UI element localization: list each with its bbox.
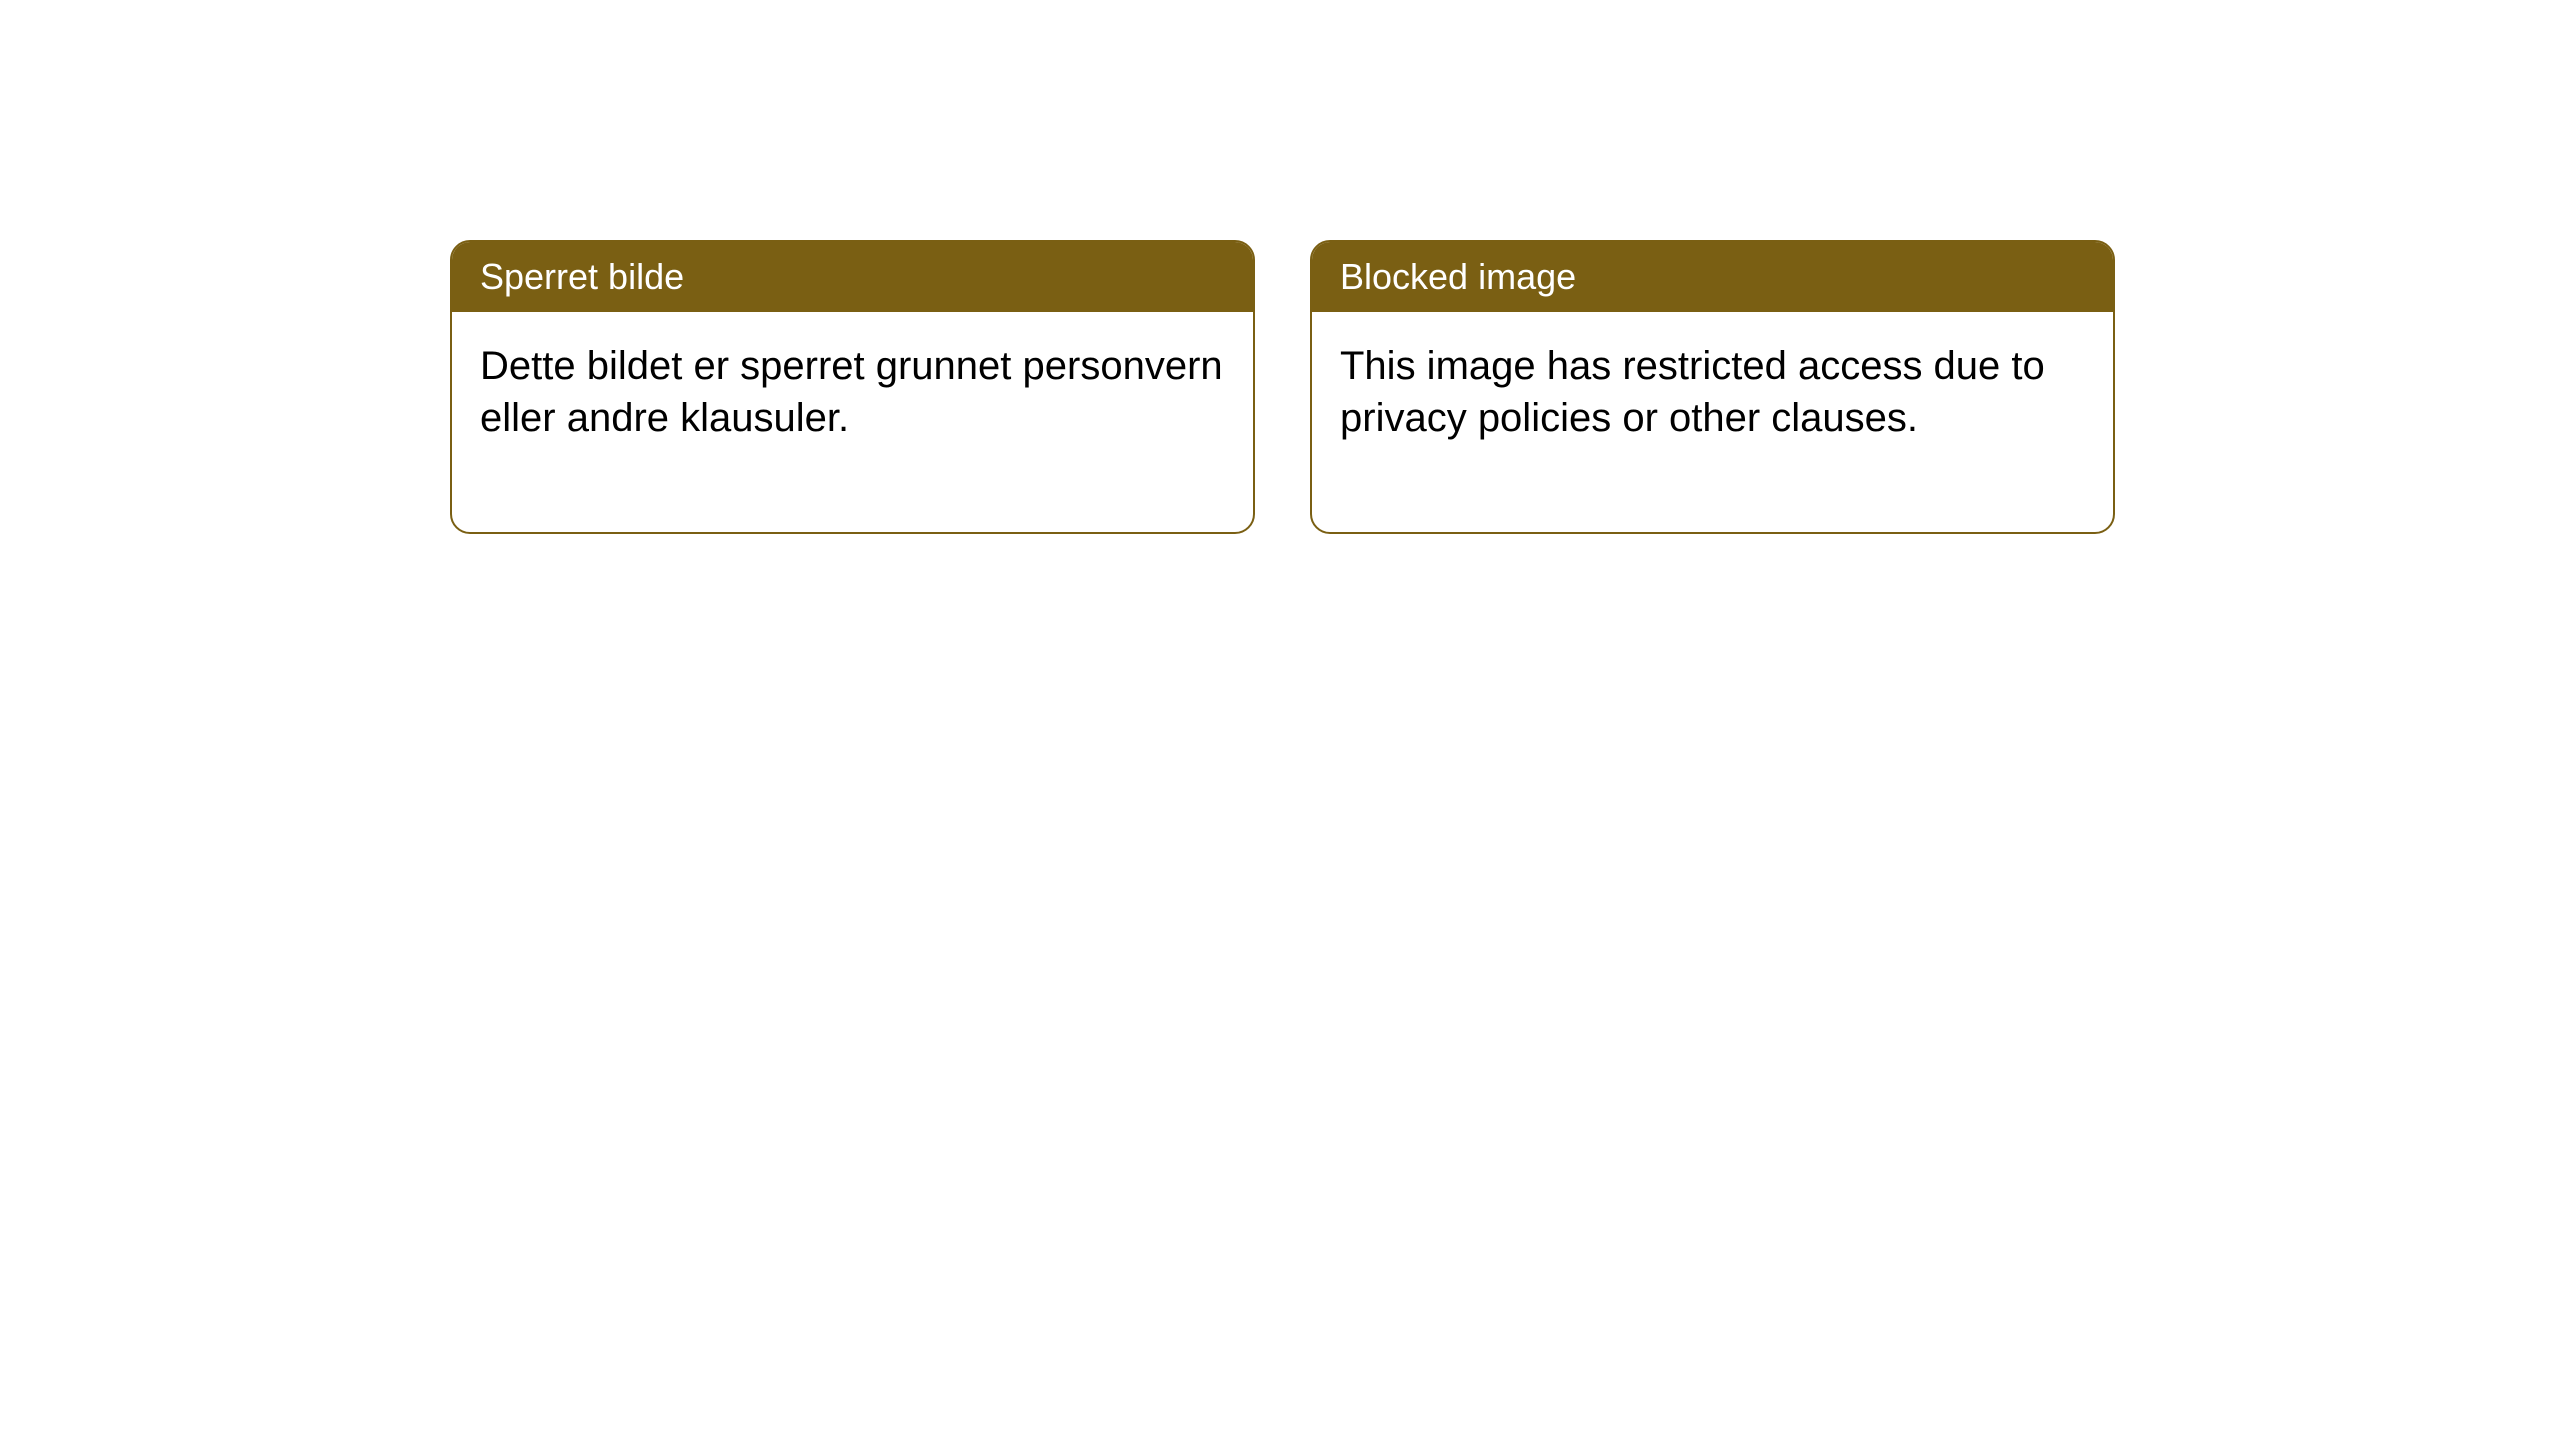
- notice-text: This image has restricted access due to …: [1340, 344, 2045, 440]
- notice-header: Sperret bilde: [452, 242, 1253, 312]
- notice-body: This image has restricted access due to …: [1312, 312, 2113, 532]
- notice-text: Dette bildet er sperret grunnet personve…: [480, 344, 1223, 440]
- notice-body: Dette bildet er sperret grunnet personve…: [452, 312, 1253, 532]
- notice-box-english: Blocked image This image has restricted …: [1310, 240, 2115, 534]
- notice-title: Sperret bilde: [480, 256, 684, 297]
- notice-title: Blocked image: [1340, 256, 1576, 297]
- notice-header: Blocked image: [1312, 242, 2113, 312]
- notice-box-norwegian: Sperret bilde Dette bildet er sperret gr…: [450, 240, 1255, 534]
- notice-container: Sperret bilde Dette bildet er sperret gr…: [450, 240, 2115, 534]
